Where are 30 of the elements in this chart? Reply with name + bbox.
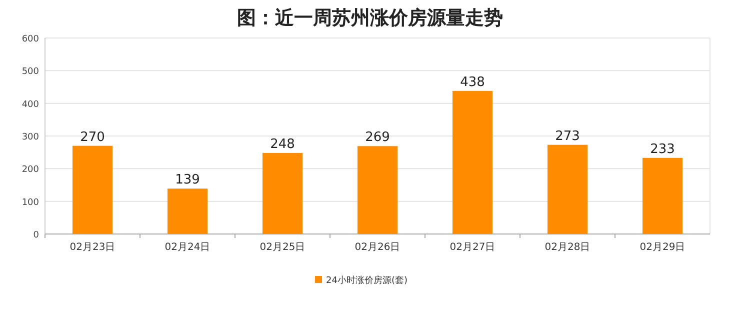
y-tick-label: 300 [22, 132, 40, 142]
data-label: 139 [175, 172, 200, 188]
bar [642, 158, 682, 234]
data-label: 233 [650, 142, 675, 157]
x-tick-label: 02月23日 [70, 242, 116, 253]
x-tick-label: 02月24日 [164, 242, 210, 253]
y-tick-label: 500 [22, 67, 40, 78]
y-tick-label: 100 [22, 198, 40, 208]
x-tick-label: 02月26日 [354, 242, 400, 253]
bar [72, 146, 112, 234]
y-tick-label: 400 [22, 100, 40, 110]
x-tick-label: 02月27日 [450, 242, 496, 253]
x-tick-label: 02月28日 [544, 242, 590, 253]
bar [548, 144, 588, 234]
bar [358, 146, 398, 234]
bar [168, 188, 208, 234]
data-label: 269 [365, 130, 390, 146]
bar [262, 152, 302, 234]
y-tick-label: 200 [22, 165, 40, 176]
data-label: 248 [270, 136, 295, 152]
bar [452, 90, 492, 234]
legend-label: 24小时涨价房源(套) [326, 275, 408, 286]
x-tick-label: 02月25日 [260, 242, 306, 253]
y-tick-label: 600 [22, 34, 40, 44]
data-label: 270 [80, 130, 105, 145]
x-tick-label: 02月29日 [640, 242, 686, 253]
chart-title: 图：近一周苏州涨价房源量走势 [237, 7, 503, 29]
data-label: 273 [555, 128, 580, 144]
data-label: 438 [460, 74, 485, 90]
y-tick-label: 0 [33, 230, 40, 240]
